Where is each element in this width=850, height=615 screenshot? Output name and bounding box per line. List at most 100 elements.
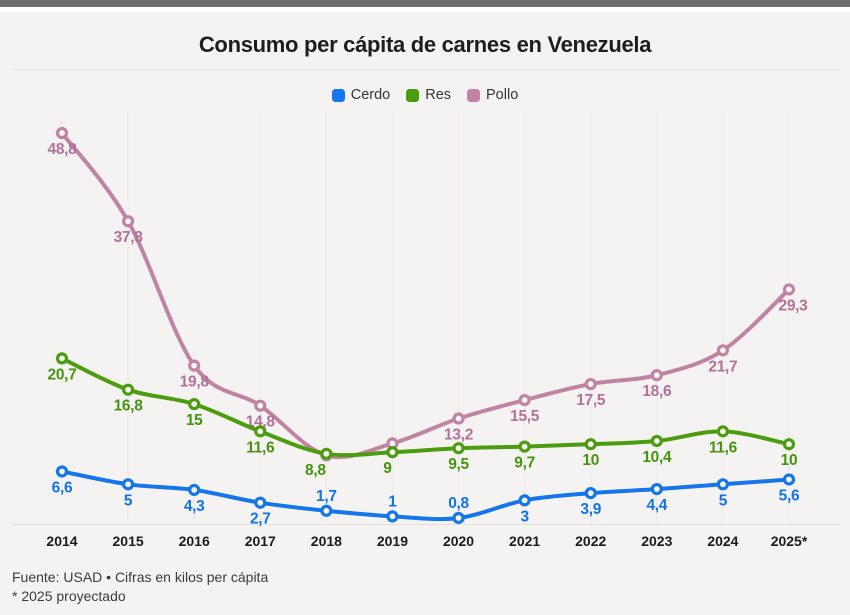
data-point-cerdo-2015[interactable]: [121, 478, 135, 491]
line-cerdo: [60, 469, 791, 522]
axis-label-2016: 2016: [179, 533, 210, 549]
data-point-res-2018[interactable]: [320, 447, 333, 460]
value-label-cerdo-2024: 5: [719, 492, 728, 509]
legend-item-res[interactable]: Res: [406, 87, 451, 103]
chart-legend: Cerdo Res Pollo: [0, 87, 850, 103]
value-label-res-2020: 9,5: [448, 456, 469, 473]
data-point-cerdo-2021[interactable]: [518, 494, 531, 507]
data-point-res-2025[interactable]: [782, 438, 796, 451]
axis-label-2014: 2014: [46, 533, 77, 549]
data-point-pollo-2022[interactable]: [584, 377, 597, 391]
data-point-cerdo-2024[interactable]: [716, 478, 730, 491]
data-point-pollo-2016[interactable]: [188, 359, 201, 372]
data-point-pollo-2025[interactable]: [782, 283, 796, 296]
footer-note: * 2025 proyectado: [12, 588, 126, 604]
top-bar: [0, 0, 850, 7]
line-pollo: [60, 131, 791, 460]
legend-swatch-res: [406, 88, 420, 102]
data-point-res-2016[interactable]: [188, 398, 201, 411]
legend-label-cerdo: Cerdo: [350, 87, 391, 103]
value-label-pollo-2020: 13,2: [444, 427, 473, 444]
value-label-pollo-2022: 17,5: [576, 392, 606, 409]
value-label-pollo-2023: 18,6: [642, 383, 672, 400]
value-label-cerdo-2016: 4,3: [184, 498, 205, 515]
axis-label-2024: 2024: [707, 533, 738, 549]
value-label-pollo-2017: 14,8: [246, 414, 276, 431]
data-point-cerdo-2025[interactable]: [782, 473, 796, 486]
top-strip: [0, 7, 850, 12]
axis-label-2018: 2018: [311, 533, 342, 549]
value-label-cerdo-2017: 2,7: [250, 511, 271, 528]
data-point-pollo-2014[interactable]: [55, 126, 69, 140]
data-point-res-2021[interactable]: [518, 440, 531, 453]
legend-item-pollo[interactable]: Pollo: [467, 87, 518, 103]
data-point-pollo-2015[interactable]: [121, 215, 135, 228]
axis-label-2021: 2021: [509, 533, 540, 549]
data-point-pollo-2017[interactable]: [254, 399, 267, 412]
axis-label-2019: 2019: [377, 533, 408, 549]
chart-footer: Fuente: USAD • Cifras en kilos per cápit…: [12, 568, 268, 606]
data-point-cerdo-2019[interactable]: [386, 510, 399, 523]
axis-label-2023: 2023: [641, 533, 672, 549]
data-point-cerdo-2020[interactable]: [452, 511, 465, 525]
data-point-res-2023[interactable]: [650, 434, 663, 448]
chart-title: Consumo per cápita de carnes en Venezuel…: [198, 32, 652, 57]
value-label-res-2016: 15: [186, 412, 203, 429]
line-res: [60, 356, 791, 458]
data-point-res-2024[interactable]: [716, 425, 730, 438]
value-label-pollo-2014: 48,8: [48, 141, 78, 158]
value-label-res-2017: 11,6: [246, 439, 275, 456]
value-label-pollo-2016: 19,8: [180, 374, 210, 391]
data-point-pollo-2021[interactable]: [518, 393, 531, 407]
value-label-cerdo-2023: 4,4: [646, 497, 667, 514]
data-point-pollo-2024[interactable]: [716, 344, 730, 357]
value-label-cerdo-2025: 5,6: [779, 487, 800, 504]
value-label-pollo-2024: 21,7: [708, 358, 737, 375]
value-label-cerdo-2020: 0,8: [448, 495, 469, 512]
data-point-res-2022[interactable]: [584, 438, 597, 451]
value-label-cerdo-2019: 1: [388, 493, 397, 510]
data-point-res-2014[interactable]: [55, 352, 69, 365]
axis-label-2022: 2022: [575, 533, 606, 549]
value-label-res-2025: 10: [781, 452, 798, 469]
data-point-cerdo-2014[interactable]: [55, 465, 69, 478]
value-label-res-2022: 10: [582, 452, 599, 469]
value-label-res-2024: 11,6: [709, 439, 738, 456]
value-label-res-2019: 9: [383, 460, 392, 477]
value-label-res-2018: 8,8: [305, 462, 326, 479]
data-point-cerdo-2016[interactable]: [188, 483, 201, 497]
data-point-cerdo-2018[interactable]: [320, 504, 333, 517]
value-label-res-2015: 16,8: [114, 398, 144, 415]
legend-label-pollo: Pollo: [486, 87, 519, 103]
data-point-pollo-2020[interactable]: [452, 412, 465, 425]
value-label-cerdo-2018: 1,7: [316, 488, 337, 505]
data-point-res-2019[interactable]: [386, 446, 399, 459]
value-label-res-2023: 10,4: [642, 449, 672, 466]
data-point-pollo-2023[interactable]: [650, 369, 663, 382]
axis-label-2017: 2017: [245, 533, 276, 549]
value-label-res-2014: 20,7: [48, 366, 77, 383]
value-label-res-2021: 9,7: [514, 455, 535, 472]
value-label-pollo-2025: 29,3: [779, 297, 809, 314]
value-label-cerdo-2015: 5: [124, 492, 133, 509]
data-point-cerdo-2022[interactable]: [584, 487, 597, 500]
legend-swatch-cerdo: [331, 88, 345, 102]
value-label-cerdo-2021: 3: [520, 508, 529, 525]
axis-label-2015: 2015: [113, 533, 144, 549]
axis-label-2025: 2025*: [771, 533, 808, 549]
axis-label-2020: 2020: [443, 533, 474, 549]
data-point-cerdo-2023[interactable]: [650, 483, 663, 496]
data-point-res-2020[interactable]: [452, 442, 465, 455]
legend-label-res: Res: [425, 87, 452, 103]
value-label-cerdo-2022: 3,9: [580, 501, 601, 518]
title-divider: [10, 69, 840, 70]
value-label-pollo-2021: 15,5: [510, 408, 540, 425]
legend-swatch-pollo: [467, 88, 481, 102]
data-point-res-2017[interactable]: [254, 425, 267, 438]
legend-item-cerdo[interactable]: Cerdo: [331, 87, 391, 103]
data-point-cerdo-2017[interactable]: [254, 496, 267, 509]
value-label-cerdo-2014: 6,6: [52, 479, 73, 496]
footer-source: Fuente: USAD • Cifras en kilos per cápit…: [12, 569, 269, 585]
data-point-res-2015[interactable]: [121, 383, 135, 396]
